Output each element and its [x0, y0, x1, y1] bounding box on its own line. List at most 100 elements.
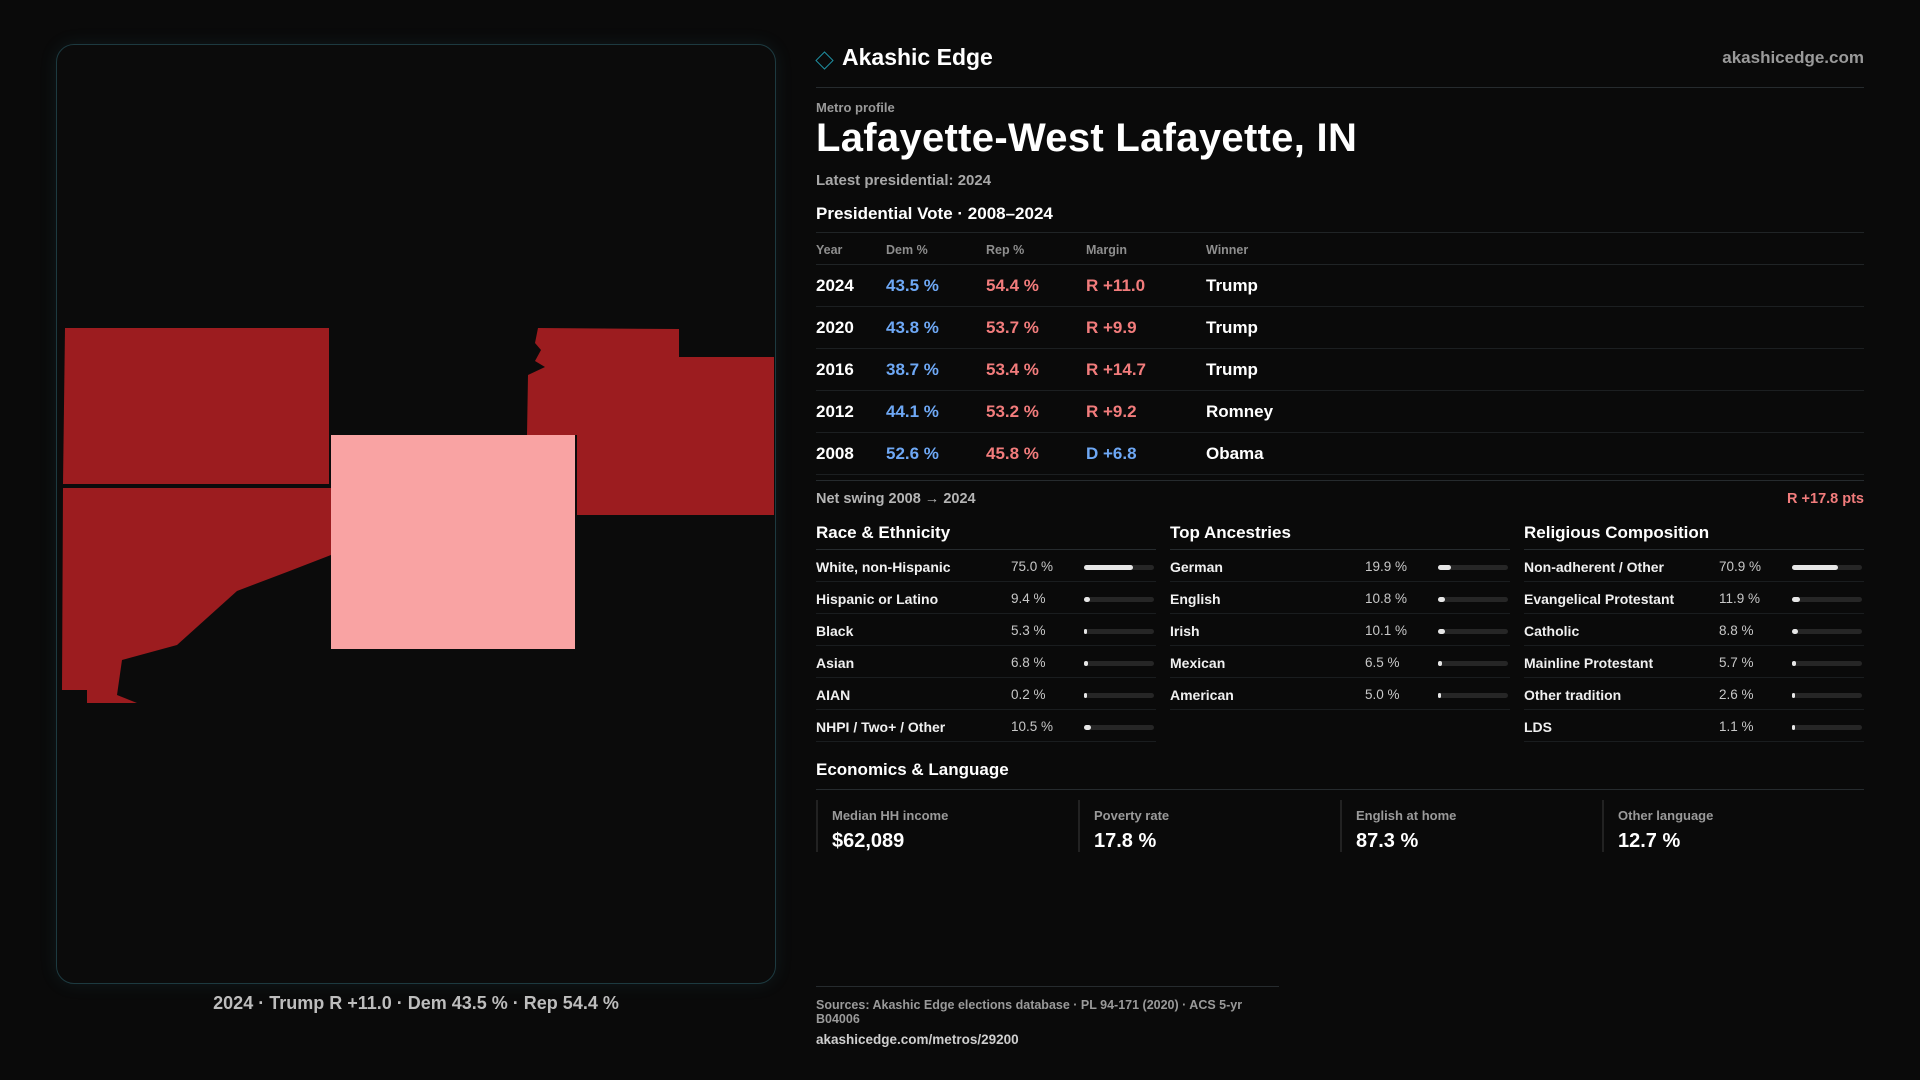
col-margin: Margin: [1086, 243, 1127, 257]
county-shape-southwest[interactable]: [62, 488, 331, 703]
net-swing-label: Net swing 2008 → 2024: [816, 491, 976, 507]
religion-value: 2.6 %: [1719, 687, 1754, 702]
religion-bar-fill: [1792, 693, 1795, 698]
county-shape-tippecanoe[interactable]: [331, 435, 575, 649]
religion-label: Evangelical Protestant: [1524, 591, 1675, 607]
economics-card-value: 12.7 %: [1618, 830, 1681, 852]
religion-label: Catholic: [1524, 623, 1580, 639]
ancestry-bar-fill: [1438, 693, 1442, 698]
religion-value: 70.9 %: [1719, 559, 1762, 574]
vote-margin: R +9.2: [1086, 402, 1137, 421]
race-value: 5.3 %: [1011, 623, 1046, 638]
ancestry-label: American: [1170, 687, 1234, 703]
ancestry-value: 10.8 %: [1365, 591, 1408, 606]
map-panel[interactable]: [56, 44, 776, 984]
religion-row: Mainline Protestant 5.7 %: [1524, 646, 1864, 678]
religion-label: Other tradition: [1524, 687, 1622, 703]
vote-winner: Trump: [1206, 318, 1258, 337]
vote-margin: R +9.9: [1086, 318, 1137, 337]
ancestry-bar-track: [1438, 629, 1508, 634]
metro-url[interactable]: akashicedge.com/metros/29200: [816, 1032, 1019, 1047]
vote-year: 2016: [816, 360, 854, 379]
race-label: AIAN: [816, 687, 851, 703]
vote-winner: Romney: [1206, 402, 1274, 421]
religion-bar-track: [1792, 693, 1862, 698]
religion-value: 5.7 %: [1719, 655, 1754, 670]
economics-card-label: Poverty rate: [1094, 808, 1170, 823]
ancestry-bar-fill: [1438, 661, 1443, 666]
profile-column: Akashic Edge akashicedge.com Metro profi…: [815, 0, 1864, 1080]
latest-presidential: Latest presidential: 2024: [816, 172, 992, 189]
race-bar-track: [1084, 661, 1154, 666]
ancestry-row: German 19.9 %: [1170, 550, 1510, 582]
religious-composition-block: Religious Composition Non-adherent / Oth…: [1524, 520, 1864, 742]
race-row: Black 5.3 %: [816, 614, 1156, 646]
race-bar-fill: [1084, 565, 1133, 570]
top-ancestries-title: Top Ancestries: [1170, 520, 1510, 550]
county-shape-northwest[interactable]: [63, 328, 329, 484]
economics-section-title: Economics & Language: [816, 760, 1864, 790]
vote-row-2016: 2016 38.7 % 53.4 % R +14.7 Trump: [816, 349, 1864, 391]
race-value: 6.8 %: [1011, 655, 1046, 670]
net-swing-value: R +17.8 pts: [1787, 491, 1864, 507]
race-bar-fill: [1084, 693, 1087, 698]
economics-card-value: $62,089: [832, 830, 905, 852]
economics-card: Median HH income $62,089: [816, 800, 1078, 852]
race-label: Hispanic or Latino: [816, 591, 939, 607]
religion-row: Other tradition 2.6 %: [1524, 678, 1864, 710]
religion-bar-track: [1792, 725, 1862, 730]
ancestry-label: Mexican: [1170, 655, 1226, 671]
vote-dem-pct: 43.5 %: [886, 276, 939, 295]
sources-footer: Sources: Akashic Edge elections database…: [816, 986, 1279, 1047]
ancestry-label: English: [1170, 591, 1221, 607]
vote-winner: Trump: [1206, 360, 1258, 379]
religion-bar-track: [1792, 565, 1862, 570]
religion-label: Mainline Protestant: [1524, 655, 1654, 671]
race-bar-fill: [1084, 725, 1091, 730]
economics-card-label: English at home: [1356, 808, 1457, 823]
vote-row-2008: 2008 52.6 % 45.8 % D +6.8 Obama: [816, 433, 1864, 475]
vote-rep-pct: 54.4 %: [986, 276, 1039, 295]
vote-row-2020: 2020 43.8 % 53.7 % R +9.9 Trump: [816, 307, 1864, 349]
economics-card: English at home 87.3 %: [1340, 800, 1602, 852]
ancestry-row: Irish 10.1 %: [1170, 614, 1510, 646]
race-row: NHPI / Two+ / Other 10.5 %: [816, 710, 1156, 742]
vote-year: 2020: [816, 318, 854, 337]
net-swing: Net swing 2008 → 2024 R +17.8 pts: [816, 480, 1864, 510]
religion-bar-fill: [1792, 597, 1800, 602]
vote-table-header: Year Dem % Rep % Margin Winner: [816, 233, 1864, 265]
economics-card-value: 17.8 %: [1094, 830, 1157, 852]
vote-dem-pct: 44.1 %: [886, 402, 939, 421]
race-row: Hispanic or Latino 9.4 %: [816, 582, 1156, 614]
ancestry-bar-track: [1438, 693, 1508, 698]
vote-rep-pct: 53.2 %: [986, 402, 1039, 421]
vote-table: Year Dem % Rep % Margin Winner 2024 43.5 …: [816, 232, 1864, 475]
county-map[interactable]: [57, 45, 776, 984]
vote-year: 2012: [816, 402, 854, 421]
page-title: Lafayette-West Lafayette, IN: [816, 116, 1358, 160]
race-bar-track: [1084, 693, 1154, 698]
vote-dem-pct: 43.8 %: [886, 318, 939, 337]
ancestry-row: Mexican 6.5 %: [1170, 646, 1510, 678]
vote-winner: Obama: [1206, 444, 1264, 463]
religion-value: 1.1 %: [1719, 719, 1754, 734]
diamond-logo-icon: [815, 51, 834, 70]
vote-rep-pct: 53.4 %: [986, 360, 1039, 379]
brand-url[interactable]: akashicedge.com: [1722, 48, 1864, 67]
race-bar-track: [1084, 565, 1154, 570]
vote-year: 2024: [816, 276, 854, 295]
religion-bar-track: [1792, 597, 1862, 602]
economics-card-value: 87.3 %: [1356, 830, 1419, 852]
col-rep: Rep %: [986, 243, 1025, 257]
race-ethnicity-block: Race & Ethnicity White, non-Hispanic 75.0…: [816, 520, 1156, 742]
economics-card: Poverty rate 17.8 %: [1078, 800, 1340, 852]
ancestry-label: German: [1170, 559, 1223, 575]
vote-row-2012: 2012 44.1 % 53.2 % R +9.2 Romney: [816, 391, 1864, 433]
top-ancestries-block: Top Ancestries German 19.9 % English 10.8 %…: [1170, 520, 1510, 710]
religion-bar-fill: [1792, 661, 1796, 666]
map-caption: 2024 · Trump R +11.0 · Dem 43.5 % · Rep …: [213, 993, 619, 1013]
brand-name[interactable]: Akashic Edge: [842, 44, 993, 70]
religion-label: Non-adherent / Other: [1524, 559, 1665, 575]
county-shape-east[interactable]: [527, 328, 774, 515]
ancestry-row: English 10.8 %: [1170, 582, 1510, 614]
